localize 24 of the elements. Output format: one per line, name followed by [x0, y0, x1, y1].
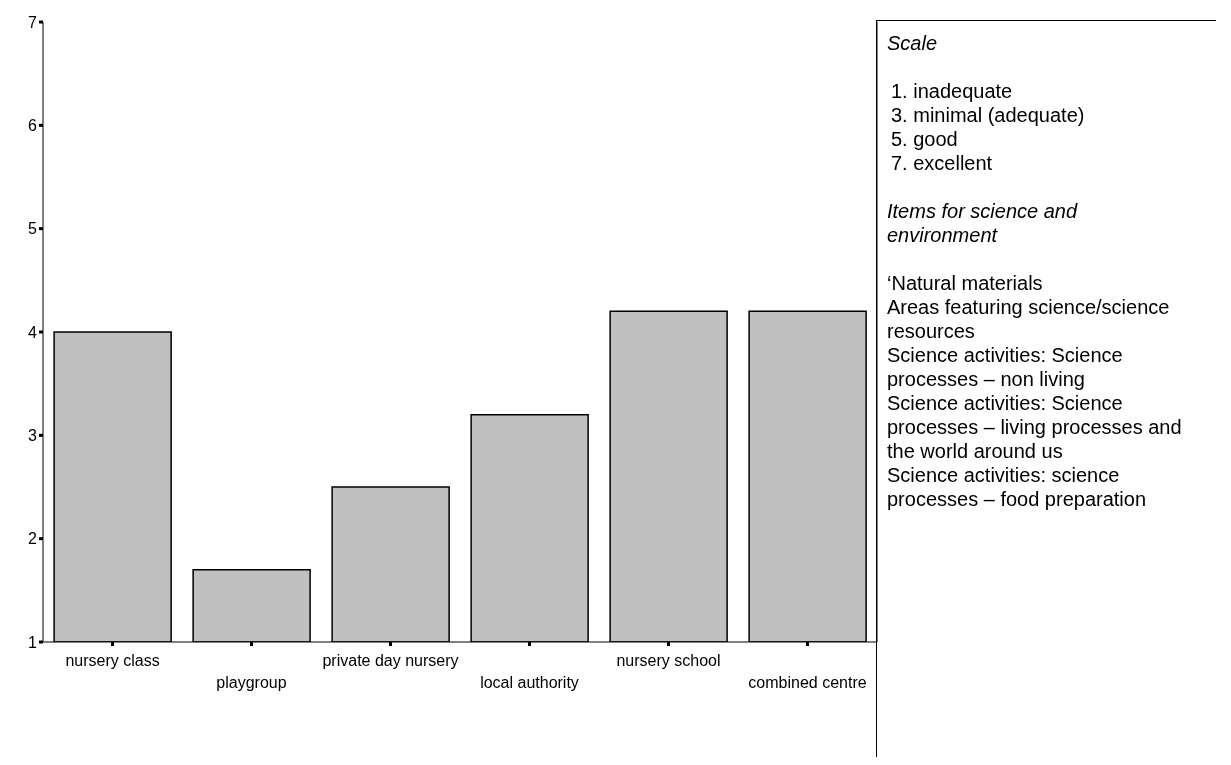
x-tick-label: nursery school — [616, 652, 721, 669]
x-tick-label: private day nursery — [322, 652, 459, 669]
text: Scale — [887, 31, 939, 55]
x-tick-label: nursery class — [65, 652, 160, 669]
y-tick-label: 2 — [28, 530, 38, 548]
y-tick-label: 6 — [28, 117, 38, 135]
text: 5. good — [890, 127, 959, 151]
x-tick-label: combined centre — [748, 674, 867, 691]
y-tick-label: 7 — [28, 13, 38, 31]
y-tick-label: 1 — [28, 633, 38, 651]
y-tick-label: 5 — [28, 220, 38, 238]
text: ‘Natural materials — [887, 271, 1044, 295]
text: Science activities: Science processes – non living — [887, 343, 1124, 391]
text: Items for science and environment — [887, 199, 1079, 247]
text: Science activities: Science processes – living processes and the world around us — [887, 391, 1183, 463]
x-tick-label: playgroup — [216, 674, 287, 691]
y-tick-label: 3 — [28, 427, 38, 445]
text: Science activities: science processes – food preparation — [887, 463, 1148, 511]
x-tick-label: local authority — [480, 674, 579, 691]
text: Areas featuring science/science resources — [887, 295, 1171, 343]
text: 3. minimal (adequate) — [890, 103, 1086, 127]
text: 7. excellent — [890, 151, 994, 175]
y-tick-label: 4 — [28, 323, 38, 341]
text: 1. inadequate — [890, 79, 1014, 103]
